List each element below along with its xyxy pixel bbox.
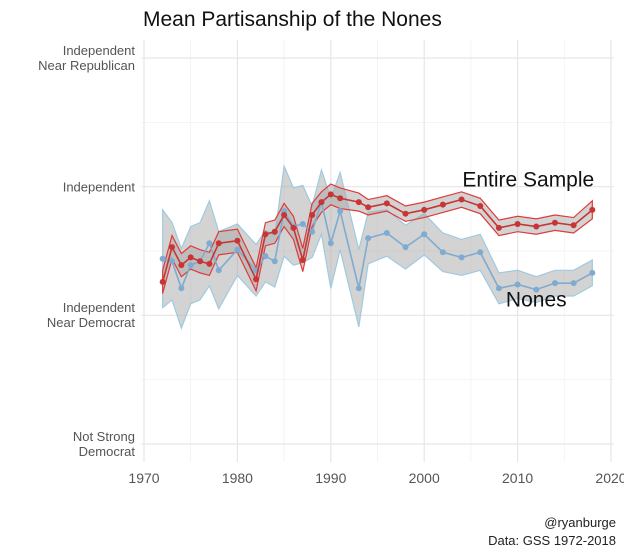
point xyxy=(178,262,185,269)
point xyxy=(551,219,558,226)
point xyxy=(215,240,222,247)
x-tick-label: 1970 xyxy=(128,470,159,486)
point xyxy=(299,257,306,264)
point xyxy=(178,285,185,292)
point xyxy=(355,285,362,292)
point xyxy=(327,191,334,198)
line xyxy=(161,193,593,283)
point xyxy=(439,201,446,208)
point xyxy=(551,280,558,287)
point xyxy=(365,235,372,242)
point xyxy=(421,206,428,213)
point xyxy=(271,228,278,235)
point xyxy=(421,231,428,238)
point xyxy=(271,258,278,265)
caption: Data: GSS 1972-2018 xyxy=(488,533,616,548)
y-tick-label: Independent Near Republican xyxy=(38,43,135,73)
point xyxy=(206,260,213,267)
point xyxy=(159,255,166,262)
point xyxy=(299,220,306,227)
point xyxy=(589,269,596,276)
point xyxy=(383,229,390,236)
chart-title: Mean Partisanship of the Nones xyxy=(143,8,442,31)
point xyxy=(281,211,288,218)
series-label: Entire Sample xyxy=(462,169,594,192)
point xyxy=(206,240,213,247)
point xyxy=(234,246,241,253)
x-tick-label: 1990 xyxy=(315,470,346,486)
point xyxy=(187,262,194,269)
point xyxy=(309,211,316,218)
y-tick-label: Not Strong Democrat xyxy=(72,428,135,459)
point xyxy=(439,249,446,256)
point xyxy=(383,200,390,207)
point xyxy=(169,258,176,265)
x-tick-label: 2000 xyxy=(409,470,440,486)
point xyxy=(197,258,204,265)
point xyxy=(402,210,409,217)
line xyxy=(162,199,593,291)
point xyxy=(365,204,372,211)
point xyxy=(159,278,166,285)
point xyxy=(495,224,502,231)
x-tick-label: 2010 xyxy=(502,470,533,486)
point xyxy=(570,222,577,229)
point xyxy=(355,199,362,206)
point xyxy=(337,195,344,202)
point xyxy=(514,281,521,288)
point xyxy=(169,244,176,251)
point xyxy=(253,276,260,283)
point xyxy=(318,199,325,206)
point xyxy=(477,249,484,256)
point xyxy=(458,254,465,261)
y-tick-label: Independent xyxy=(62,179,135,195)
point xyxy=(589,206,596,213)
point xyxy=(402,244,409,251)
point xyxy=(495,285,502,292)
point xyxy=(514,220,521,227)
confidence-band xyxy=(162,163,593,330)
point xyxy=(309,228,316,235)
point xyxy=(327,240,334,247)
point xyxy=(458,196,465,203)
point xyxy=(215,267,222,274)
point xyxy=(533,223,540,230)
point xyxy=(477,202,484,209)
x-tick-label: 2020 xyxy=(595,470,624,486)
point xyxy=(570,280,577,287)
point xyxy=(234,237,241,244)
point xyxy=(187,254,194,261)
y-tick-label: Independent Near Democrat xyxy=(46,300,135,331)
point xyxy=(262,253,269,260)
point xyxy=(533,286,540,293)
caption: @ryanburge xyxy=(544,515,616,530)
point xyxy=(290,224,297,231)
series-label: Nones xyxy=(506,289,567,312)
point xyxy=(262,231,269,238)
x-tick-label: 1980 xyxy=(222,470,253,486)
point xyxy=(337,208,344,215)
